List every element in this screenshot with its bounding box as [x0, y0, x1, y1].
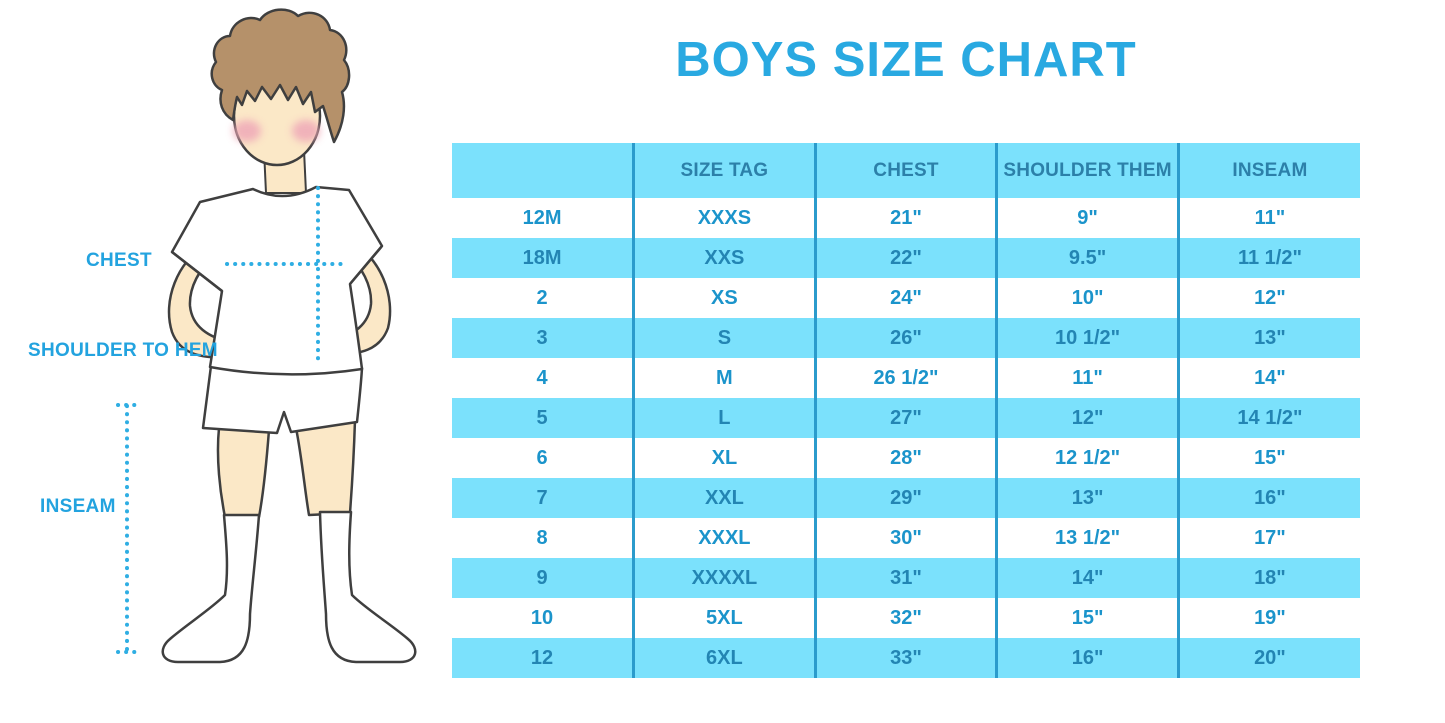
table-cell: XL: [632, 438, 816, 478]
table-row: 4 M 26 1/2" 11" 14": [452, 358, 1360, 398]
table-cell: 22": [813, 238, 997, 278]
table-cell: 9": [995, 198, 1179, 238]
table-cell: 32": [813, 598, 997, 638]
table-row: 18M XXS 22" 9.5" 11 1/2": [452, 238, 1360, 278]
table-row: 8 XXXL 30" 13 1/2" 17": [452, 518, 1360, 558]
table-cell: 9.5": [995, 238, 1179, 278]
table-row: 5 L 27" 12" 14 1/2": [452, 398, 1360, 438]
table-row: 7 XXL 29" 13" 16": [452, 478, 1360, 518]
shoulder-to-hem-label: SHOULDER TO HEM: [28, 340, 218, 361]
table-cell: 16": [995, 638, 1179, 678]
table-cell: 11": [1176, 198, 1360, 238]
table-cell: 17": [1176, 518, 1360, 558]
table-cell: 27": [813, 398, 997, 438]
table-row: 9 XXXXL 31" 14" 18": [452, 558, 1360, 598]
table-cell: 6: [452, 438, 634, 478]
table-row: 12M XXXS 21" 9" 11": [452, 198, 1360, 238]
table-cell: 12": [995, 398, 1179, 438]
table-row: 3 S 26" 10 1/2" 13": [452, 318, 1360, 358]
table-cell: 29": [813, 478, 997, 518]
table-cell: 19": [1176, 598, 1360, 638]
chest-label: CHEST: [86, 250, 152, 271]
page-title: BOYS SIZE CHART: [675, 33, 1137, 87]
table-cell: 12M: [452, 198, 634, 238]
table-cell: 15": [1176, 438, 1360, 478]
boy-right-blush: [292, 120, 320, 142]
table-cell: L: [632, 398, 816, 438]
table-cell: XXS: [632, 238, 816, 278]
table-cell: 8: [452, 518, 634, 558]
table-cell: 18": [1176, 558, 1360, 598]
size-table: SIZE TAG CHEST SHOULDER THEM INSEAM 12M X…: [452, 143, 1360, 678]
table-cell: 31": [813, 558, 997, 598]
table-cell: 10": [995, 278, 1179, 318]
table-cell: 26 1/2": [813, 358, 997, 398]
header-cell-inseam: INSEAM: [1176, 143, 1360, 198]
boy-right-arm: [329, 240, 392, 356]
table-cell: 12": [1176, 278, 1360, 318]
table-cell: XXXXL: [632, 558, 816, 598]
boy-shorts: [201, 364, 364, 435]
table-cell: 4: [452, 358, 634, 398]
table-cell: 13": [995, 478, 1179, 518]
table-cell: 10: [452, 598, 634, 638]
table-cell: 5: [452, 398, 634, 438]
table-cell: 12 1/2": [995, 438, 1179, 478]
table-cell: S: [632, 318, 816, 358]
size-table-body: 12M XXXS 21" 9" 11" 18M XXS 22" 9.5" 11 1/2" 2 XS 24…: [452, 198, 1360, 678]
table-cell: 7: [452, 478, 634, 518]
boy-hair: [210, 8, 351, 144]
table-cell: 10 1/2": [995, 318, 1179, 358]
table-row: 10 5XL 32" 15" 19": [452, 598, 1360, 638]
inseam-label: INSEAM: [40, 496, 116, 517]
table-cell: 28": [813, 438, 997, 478]
table-cell: 15": [995, 598, 1179, 638]
header-cell-chest: CHEST: [813, 143, 997, 198]
table-cell: 14 1/2": [1176, 398, 1360, 438]
table-row: 2 XS 24" 10" 12": [452, 278, 1360, 318]
table-cell: 2: [452, 278, 634, 318]
table-cell: 9: [452, 558, 634, 598]
boy-right-leg: [294, 418, 357, 517]
table-cell: 20": [1176, 638, 1360, 678]
table-row: 12 6XL 33" 16" 20": [452, 638, 1360, 678]
table-cell: 13 1/2": [995, 518, 1179, 558]
table-cell: 18M: [452, 238, 634, 278]
boy-left-blush: [233, 120, 261, 142]
table-cell: 26": [813, 318, 997, 358]
table-cell: 13": [1176, 318, 1360, 358]
table-cell: 21": [813, 198, 997, 238]
boy-right-sock: [318, 510, 417, 664]
boy-right-sleeve-hem: [349, 245, 383, 285]
table-cell: XXXL: [632, 518, 816, 558]
boy-neck: [262, 149, 308, 194]
table-cell: XXXS: [632, 198, 816, 238]
table-cell: 5XL: [632, 598, 816, 638]
table-cell: 16": [1176, 478, 1360, 518]
boy-face: [232, 65, 322, 167]
table-cell: M: [632, 358, 816, 398]
table-cell: 11": [995, 358, 1179, 398]
table-cell: 6XL: [632, 638, 816, 678]
table-cell: 14": [995, 558, 1179, 598]
table-cell: 30": [813, 518, 997, 558]
table-row: 6 XL 28" 12 1/2" 15": [452, 438, 1360, 478]
table-cell: 3: [452, 318, 634, 358]
header-cell-size-tag: SIZE TAG: [632, 143, 816, 198]
table-cell: 14": [1176, 358, 1360, 398]
boy-left-sock: [161, 513, 261, 664]
header-cell-size: [452, 143, 634, 198]
header-cell-shoulder-hem: SHOULDER THEM: [995, 143, 1179, 198]
table-cell: 24": [813, 278, 997, 318]
table-cell: 11 1/2": [1176, 238, 1360, 278]
table-cell: XS: [632, 278, 816, 318]
table-cell: 12: [452, 638, 634, 678]
table-cell: XXL: [632, 478, 816, 518]
boy-left-leg: [216, 426, 271, 519]
table-header-row: SIZE TAG CHEST SHOULDER THEM INSEAM: [452, 143, 1360, 198]
table-cell: 33": [813, 638, 997, 678]
boy-left-sleeve-hem: [171, 251, 223, 292]
